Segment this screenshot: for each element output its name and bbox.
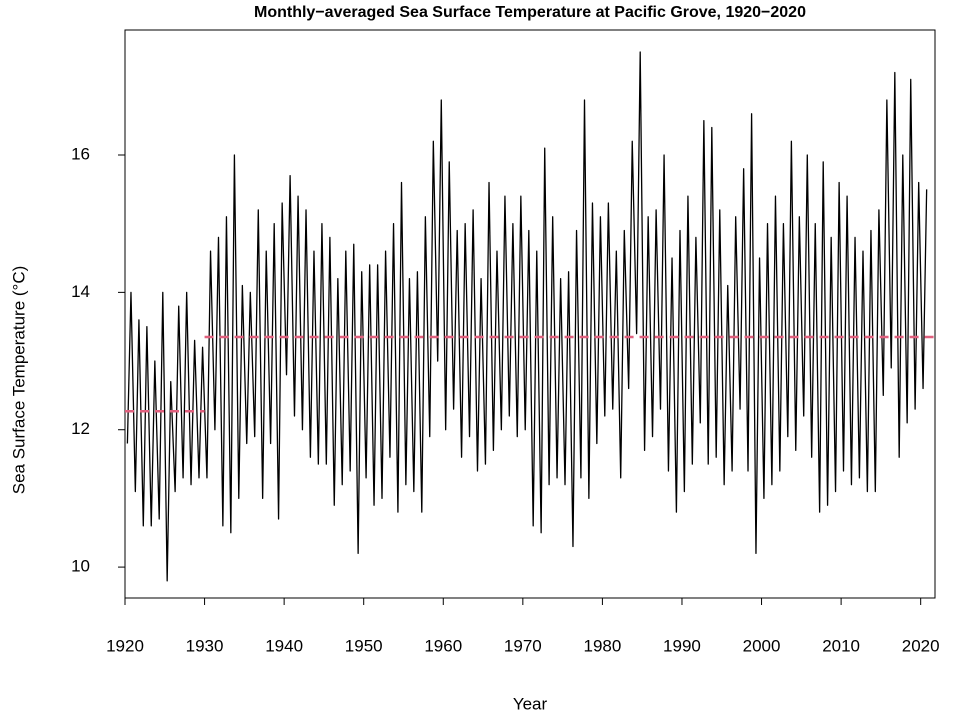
y-tick-label: 12: [71, 419, 90, 438]
x-tick-label: 1950: [345, 636, 383, 655]
x-tick-label: 2010: [822, 636, 860, 655]
y-axis-label: Sea Surface Temperature (°C): [9, 266, 28, 495]
x-tick-label: 1920: [106, 636, 144, 655]
x-tick-label: 1930: [186, 636, 224, 655]
x-axis-label: Year: [513, 694, 548, 713]
x-tick-label: 1970: [504, 636, 542, 655]
x-tick-label: 1990: [663, 636, 701, 655]
y-tick-label: 14: [71, 282, 90, 301]
y-tick-label: 10: [71, 557, 90, 576]
x-tick-label: 1980: [583, 636, 621, 655]
y-tick-label: 16: [71, 144, 90, 163]
plot-frame: [124, 29, 936, 599]
x-tick-label: 2000: [743, 636, 781, 655]
chart-title: Monthly−averaged Sea Surface Temperature…: [254, 4, 806, 21]
x-tick-label: 1940: [265, 636, 303, 655]
data-line: [126, 51, 928, 582]
x-tick-label: 1960: [424, 636, 462, 655]
x-tick-label: 2020: [902, 636, 940, 655]
